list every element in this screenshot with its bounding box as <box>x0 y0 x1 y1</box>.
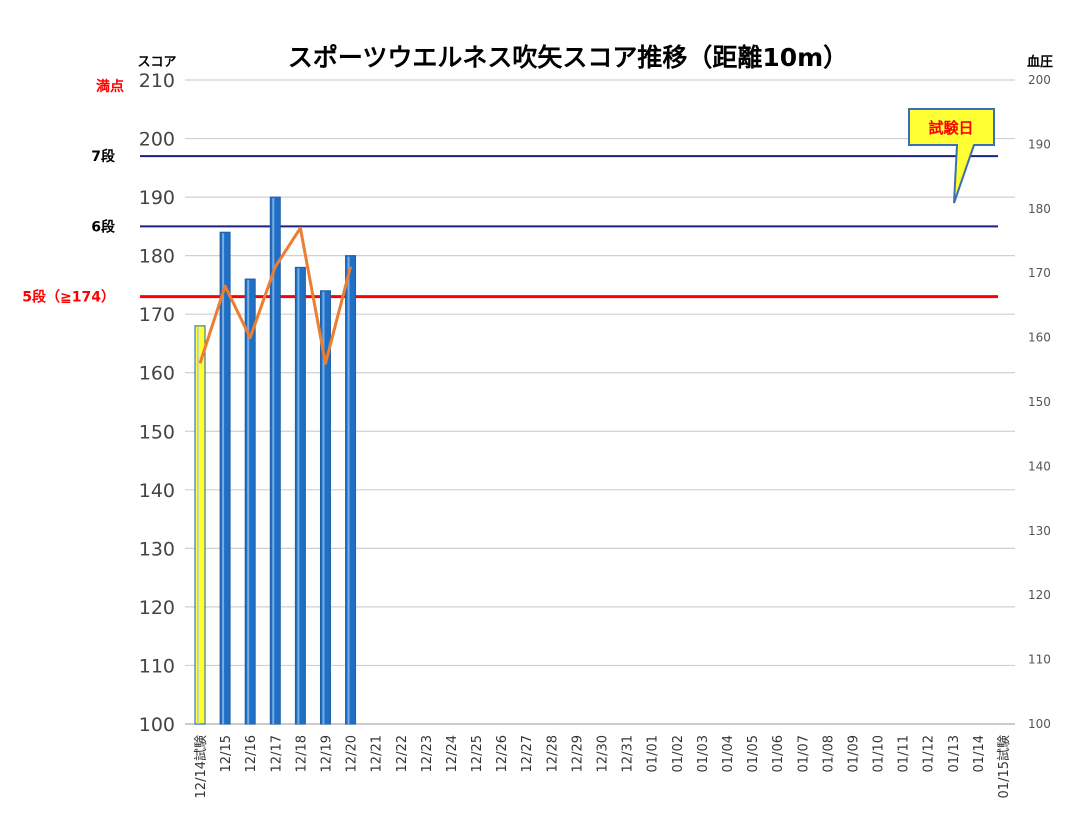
x-tick-label: 12/22 <box>395 735 410 772</box>
blood-pressure-polyline <box>198 226 353 365</box>
y2-tick-label: 200 <box>1028 73 1051 87</box>
y2-tick-label: 170 <box>1028 266 1051 280</box>
score-bar <box>345 255 357 725</box>
y2-tick-label: 160 <box>1028 331 1051 345</box>
right-axis-ticks: 100 110 120 130 140 150 160 170 180 190 200 <box>1028 73 1051 731</box>
x-tick-label: 12/18 <box>294 735 309 772</box>
left-axis-ticks: 100 110 120 130 140 150 160 170 180 190 200 210 <box>139 70 175 736</box>
y2-tick-label: 150 <box>1028 395 1051 409</box>
y-tick-label: 200 <box>139 129 175 151</box>
x-tick-label: 01/11 <box>897 735 912 772</box>
score-bar <box>219 231 231 725</box>
x-tick-label: 01/09 <box>846 735 861 772</box>
x-tick-label: 01/01 <box>646 735 661 772</box>
y-tick-label: 210 <box>139 70 175 92</box>
test-day-callout: 試験日 <box>908 108 995 204</box>
x-tick-label: 01/08 <box>821 735 836 772</box>
score-bar-highlight <box>297 268 300 724</box>
x-tick-label: 12/31 <box>621 735 636 772</box>
reference-label: 5段（≧174） <box>22 289 115 306</box>
score-bar <box>294 266 306 725</box>
x-tick-label: 12/16 <box>244 735 259 772</box>
x-tick-label: 12/19 <box>319 735 334 772</box>
x-tick-label: 01/15試験 <box>996 735 1012 798</box>
y-tick-label: 150 <box>139 421 175 443</box>
y2-tick-label: 180 <box>1028 202 1051 216</box>
x-tick-label: 01/14 <box>972 735 987 772</box>
score-bar-highlight <box>197 326 199 724</box>
bars <box>194 196 357 725</box>
x-tick-label: 12/28 <box>545 735 560 772</box>
x-tick-label: 12/21 <box>370 735 385 772</box>
score-bar <box>269 196 281 725</box>
reference-label: 6段 <box>91 218 115 235</box>
score-bar <box>244 278 256 725</box>
x-tick-label: 01/05 <box>746 735 761 772</box>
y-tick-label: 130 <box>139 538 175 560</box>
score-bar-highlight <box>322 291 325 724</box>
x-tick-label: 12/27 <box>520 735 535 772</box>
y-tick-label: 160 <box>139 363 175 385</box>
score-bar-highlight <box>222 233 225 724</box>
y-tick-label: 120 <box>139 597 175 619</box>
y-tick-label: 180 <box>139 246 175 268</box>
x-tick-label: 01/10 <box>872 735 887 772</box>
y2-tick-label: 130 <box>1028 524 1051 538</box>
x-tick-label: 12/25 <box>470 735 485 772</box>
grid <box>185 79 1015 725</box>
y2-tick-label: 120 <box>1028 588 1051 602</box>
callout-label: 試験日 <box>928 119 973 137</box>
y-tick-label: 110 <box>139 655 175 677</box>
x-tick-label: 01/12 <box>922 735 937 772</box>
y-tick-label: 140 <box>139 480 175 502</box>
x-tick-label: 12/29 <box>570 735 585 772</box>
x-tick-label: 12/20 <box>345 735 360 772</box>
x-tick-label: 12/26 <box>495 735 510 772</box>
y-tick-label: 190 <box>139 187 175 209</box>
x-tick-label: 01/03 <box>696 735 711 772</box>
y2-tick-label: 100 <box>1028 717 1051 731</box>
score-bar <box>319 290 331 725</box>
reference-label: 満点 <box>96 78 124 95</box>
reference-label: 7段 <box>91 148 115 165</box>
y2-tick-label: 140 <box>1028 459 1051 473</box>
y-tick-label: 100 <box>139 714 175 736</box>
reference-lines <box>140 155 998 299</box>
y2-tick-label: 110 <box>1028 653 1051 667</box>
x-tick-label: 12/23 <box>420 735 435 772</box>
x-tick-label: 01/04 <box>721 735 736 772</box>
x-tick-label: 01/06 <box>771 735 786 772</box>
score-bar-highlight <box>247 280 250 724</box>
y2-tick-label: 190 <box>1028 137 1051 151</box>
score-bar-highlight <box>272 198 275 724</box>
callout-bubble <box>908 108 995 204</box>
x-tick-label: 01/07 <box>796 735 811 772</box>
reference-labels: 満点 7段 6段 5段（≧174） <box>22 78 124 306</box>
blood-pressure-line <box>198 226 353 365</box>
left-axis-title: スコア <box>137 55 176 70</box>
x-tick-label: 12/30 <box>596 735 611 772</box>
x-tick-label: 12/17 <box>269 735 284 772</box>
x-axis-ticks: 12/14試験 12/15 12/16 12/17 12/18 12/19 12/20 12/… <box>193 735 1012 798</box>
x-tick-label: 01/13 <box>947 735 962 772</box>
x-tick-label: 01/02 <box>671 735 686 772</box>
score-bar <box>194 325 206 725</box>
x-tick-label: 12/14試験 <box>193 735 209 798</box>
score-bar-highlight <box>347 256 350 724</box>
x-tick-label: 12/15 <box>219 735 234 772</box>
chart-title: スポーツウエルネス吹矢スコア推移（距離10m） <box>288 43 848 72</box>
right-axis-title: 血圧 <box>1027 54 1053 70</box>
x-tick-label: 12/24 <box>445 735 460 772</box>
y-tick-label: 170 <box>139 304 175 326</box>
